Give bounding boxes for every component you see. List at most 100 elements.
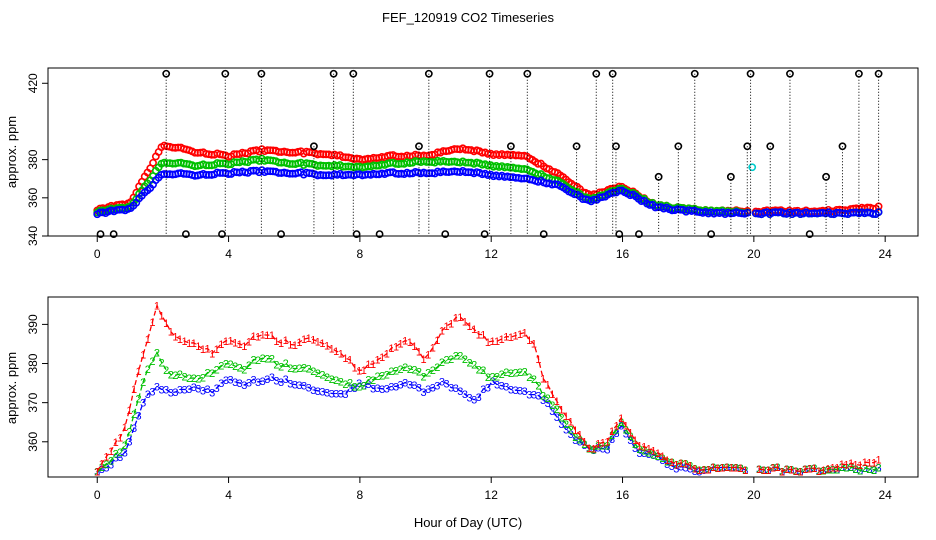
- series-glyph-3: 3: [623, 428, 629, 440]
- series-glyph-3: 3: [793, 466, 799, 478]
- outlier-point: [96, 230, 105, 238]
- series-glyph-3: 3: [600, 444, 606, 456]
- series-glyph-2: 2: [264, 354, 270, 366]
- series-glyph-2: 2: [361, 381, 367, 393]
- y-tick-label: 340: [26, 226, 40, 246]
- series-glyph-1: 1: [710, 462, 716, 474]
- series-glyph-3: 3: [218, 378, 224, 390]
- series-glyph-2: 2: [595, 441, 601, 453]
- series-glyph-3: 3: [384, 384, 390, 396]
- series-glyph-1: 1: [241, 341, 247, 353]
- series-glyph-1: 1: [692, 464, 698, 476]
- series-glyph-1: 1: [586, 443, 592, 455]
- series-glyph-2: 2: [117, 447, 123, 459]
- series-glyph-3: 3: [765, 465, 771, 477]
- series-glyph-2: 2: [94, 467, 100, 479]
- series-glyph-1: 1: [117, 432, 123, 444]
- series-glyph-2: 2: [443, 354, 449, 366]
- series-glyph-3: 3: [660, 455, 666, 467]
- y-tick-label: 420: [26, 73, 40, 93]
- series-glyph-1: 1: [563, 411, 569, 423]
- series-glyph-2: 2: [154, 347, 160, 359]
- series-glyph-1: 1: [637, 440, 643, 452]
- series-glyph-1: 1: [802, 464, 808, 476]
- series-glyph-1: 1: [94, 467, 100, 479]
- series-glyph-1: 1: [103, 452, 109, 464]
- outlier-point: [805, 230, 814, 238]
- series-glyph-1: 1: [347, 355, 353, 367]
- series-glyph-2: 2: [269, 354, 275, 366]
- series-glyph-2: 2: [489, 371, 495, 383]
- series-glyph-2: 2: [788, 465, 794, 477]
- series-glyph-1: 1: [825, 464, 831, 476]
- series-glyph-1: 1: [365, 359, 371, 371]
- series-glyph-2: 2: [692, 464, 698, 476]
- series-glyph-1: 1: [820, 465, 826, 477]
- series-glyph-3: 3: [678, 462, 684, 474]
- series-glyph-1: 1: [342, 353, 348, 365]
- series-glyph-3: 3: [306, 382, 312, 394]
- series-glyph-2: 2: [604, 441, 610, 453]
- series-glyph-3: 3: [820, 465, 826, 477]
- series-glyph-3: 3: [347, 383, 353, 395]
- series-glyph-1: 1: [457, 312, 463, 324]
- series-glyph-1: 1: [421, 354, 427, 366]
- series-glyph-3: 3: [586, 444, 592, 456]
- series-glyph-3: 3: [522, 386, 528, 398]
- series-glyph-2: 2: [774, 462, 780, 474]
- series-glyph-1: 1: [448, 319, 454, 331]
- series-glyph-3: 3: [664, 459, 670, 471]
- series-glyph-2: 2: [407, 364, 413, 376]
- top-data-marks: [93, 69, 883, 238]
- series-glyph-2: 2: [664, 456, 670, 468]
- series-glyph-1: 1: [728, 463, 734, 475]
- series-glyph-3: 3: [673, 463, 679, 475]
- series-glyph-3: 3: [669, 461, 675, 473]
- y-tick-label: 360: [26, 187, 40, 207]
- series-glyph-1: 1: [774, 462, 780, 474]
- series-glyph-3: 3: [770, 463, 776, 475]
- outlier-point: [277, 230, 285, 238]
- series-glyph-3: 3: [853, 464, 859, 476]
- series-glyph-2: 2: [209, 368, 215, 380]
- series-glyph-2: 2: [237, 362, 243, 374]
- series-glyph-3: 3: [807, 463, 813, 475]
- series-glyph-1: 1: [843, 460, 849, 472]
- series-glyph-3: 3: [595, 443, 601, 455]
- series-glyph-2: 2: [710, 462, 716, 474]
- series-glyph-1: 1: [614, 420, 620, 432]
- series-glyph-2: 2: [650, 449, 656, 461]
- series-glyph-1: 1: [204, 344, 210, 356]
- chart-title: FEF_120919 CO2 Timeseries: [382, 10, 554, 25]
- series-glyph-2: 2: [784, 464, 790, 476]
- series-glyph-2: 2: [232, 361, 238, 373]
- series-glyph-1: 1: [227, 335, 233, 347]
- series-glyph-2: 2: [310, 366, 316, 378]
- series-glyph-3: 3: [246, 377, 252, 389]
- series-glyph-3: 3: [816, 466, 822, 478]
- series-glyph-1: 1: [269, 330, 275, 342]
- series-glyph-3: 3: [480, 384, 486, 396]
- y-tick-label: 370: [26, 392, 40, 412]
- series-glyph-3: 3: [204, 384, 210, 396]
- series-glyph-3: 3: [692, 466, 698, 478]
- series-glyph-2: 2: [701, 465, 707, 477]
- series-glyph-3: 3: [136, 411, 142, 423]
- series-glyph-3: 3: [103, 462, 109, 474]
- outlier-point: [329, 69, 338, 78]
- series-glyph-2: 2: [623, 425, 629, 437]
- series-glyph-3: 3: [646, 449, 652, 461]
- x-tick-label: 12: [485, 247, 499, 261]
- series-glyph-2: 2: [756, 464, 762, 476]
- series-glyph-3: 3: [834, 464, 840, 476]
- series-glyph-3: 3: [273, 376, 279, 388]
- series-glyph-2: 2: [724, 462, 730, 474]
- series-glyph-1: 1: [876, 454, 882, 466]
- series-glyph-3: 3: [365, 379, 371, 391]
- series-glyph-3: 3: [191, 382, 197, 394]
- series-glyph-2: 2: [646, 448, 652, 460]
- x-tick-label: 0: [94, 247, 101, 261]
- series-glyph-1: 1: [765, 465, 771, 477]
- series-glyph-3: 3: [839, 462, 845, 474]
